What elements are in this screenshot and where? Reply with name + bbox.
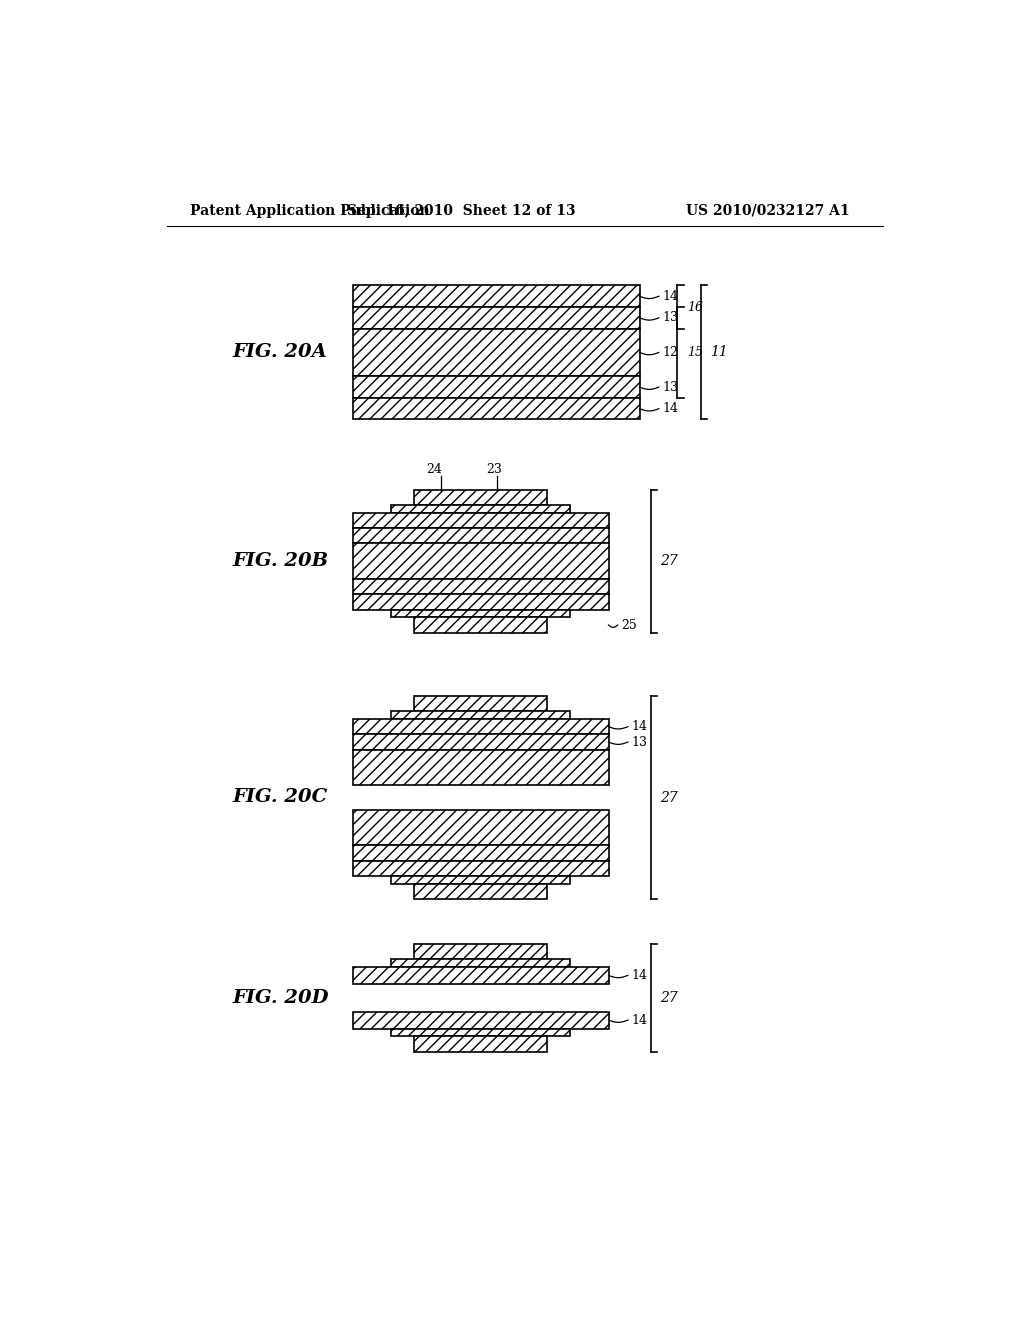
Bar <box>352 528 608 544</box>
Bar <box>414 490 547 504</box>
Bar <box>352 285 640 308</box>
Bar <box>391 1028 570 1036</box>
Text: 13: 13 <box>631 735 647 748</box>
Text: Patent Application Publication: Patent Application Publication <box>190 203 430 218</box>
Bar <box>352 329 640 376</box>
Text: 24: 24 <box>426 462 442 475</box>
Bar <box>414 944 547 960</box>
Text: 16: 16 <box>687 301 702 314</box>
Text: FIG. 20A: FIG. 20A <box>232 343 328 362</box>
Bar <box>414 1036 547 1052</box>
Bar <box>391 876 570 884</box>
Bar <box>391 960 570 966</box>
Bar <box>352 544 608 578</box>
Bar <box>352 750 608 785</box>
Text: FIG. 20B: FIG. 20B <box>232 552 329 570</box>
Text: 12: 12 <box>662 346 678 359</box>
Text: 14: 14 <box>631 969 647 982</box>
Text: 14: 14 <box>662 289 678 302</box>
Text: 23: 23 <box>486 462 502 475</box>
Text: Sep. 16, 2010  Sheet 12 of 13: Sep. 16, 2010 Sheet 12 of 13 <box>347 203 575 218</box>
Text: 15: 15 <box>687 346 702 359</box>
Text: FIG. 20C: FIG. 20C <box>232 788 328 807</box>
Bar <box>352 734 608 750</box>
Bar <box>352 1011 608 1028</box>
Text: 14: 14 <box>631 1014 647 1027</box>
Text: 13: 13 <box>662 312 678 325</box>
Text: FIG. 20D: FIG. 20D <box>232 989 329 1007</box>
Text: 11: 11 <box>710 346 728 359</box>
Bar <box>352 810 608 845</box>
Bar <box>352 578 608 594</box>
Bar <box>352 966 608 983</box>
Bar <box>352 845 608 861</box>
Bar <box>352 376 640 397</box>
Bar <box>352 512 608 528</box>
Text: 27: 27 <box>660 791 678 804</box>
Bar <box>414 884 547 899</box>
Bar <box>352 719 608 734</box>
Bar <box>391 711 570 719</box>
Bar <box>352 397 640 420</box>
Text: 25: 25 <box>621 619 637 631</box>
Bar <box>414 696 547 711</box>
Text: 14: 14 <box>662 403 678 416</box>
Bar <box>352 308 640 329</box>
Bar <box>391 506 570 512</box>
Bar <box>414 618 547 632</box>
Text: 14: 14 <box>631 721 647 733</box>
Bar <box>352 861 608 876</box>
Text: 27: 27 <box>660 991 678 1005</box>
Text: 13: 13 <box>662 380 678 393</box>
Bar <box>352 594 608 610</box>
Text: US 2010/0232127 A1: US 2010/0232127 A1 <box>686 203 850 218</box>
Text: 27: 27 <box>660 554 678 568</box>
Bar <box>391 610 570 618</box>
